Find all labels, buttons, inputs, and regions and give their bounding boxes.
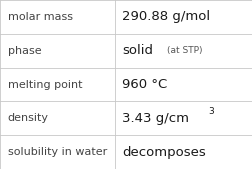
Text: (at STP): (at STP)	[167, 46, 203, 55]
Text: 960 °C: 960 °C	[122, 78, 168, 91]
Text: solubility in water: solubility in water	[8, 147, 107, 157]
Text: 290.88 g/mol: 290.88 g/mol	[122, 10, 210, 23]
Text: 3: 3	[209, 107, 214, 116]
Text: molar mass: molar mass	[8, 12, 73, 22]
Text: solid: solid	[122, 44, 153, 57]
Text: phase: phase	[8, 46, 41, 56]
Text: decomposes: decomposes	[122, 146, 206, 159]
Text: density: density	[8, 113, 49, 123]
Text: 3.43 g/cm: 3.43 g/cm	[122, 112, 189, 125]
Text: melting point: melting point	[8, 79, 82, 90]
